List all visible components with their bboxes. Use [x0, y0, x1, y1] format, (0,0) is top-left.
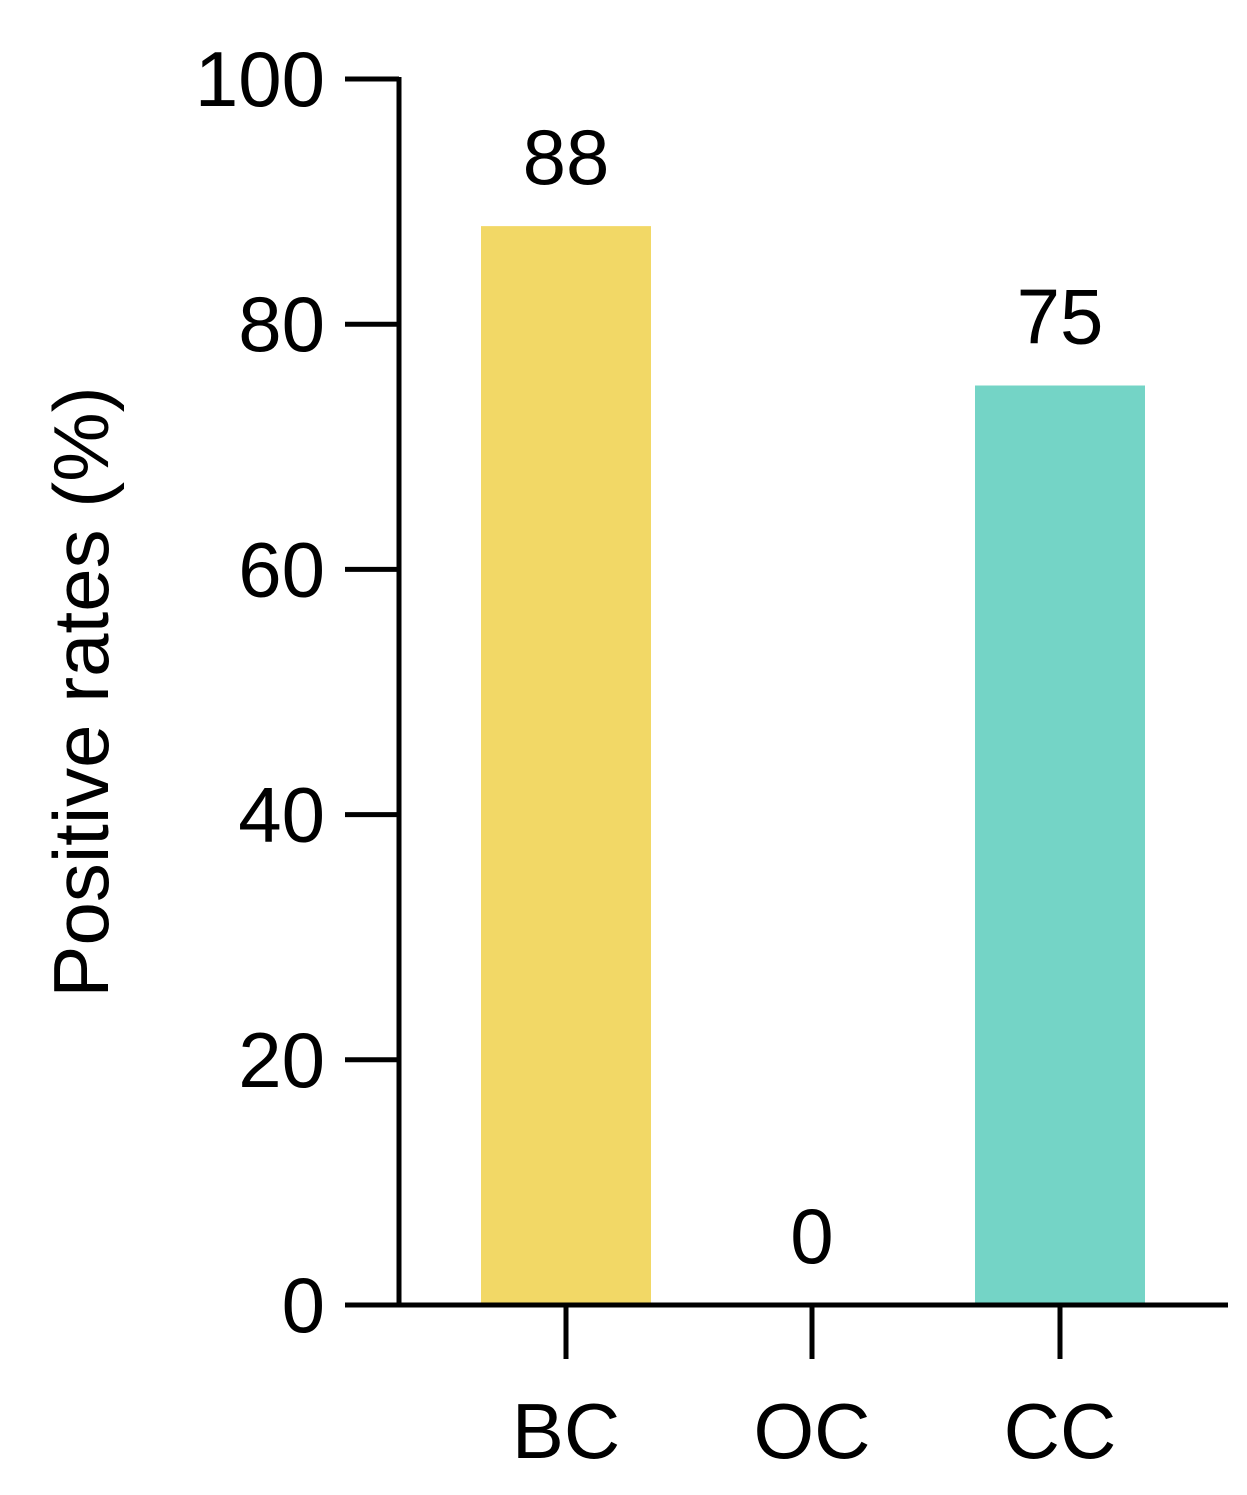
x-tick-label-cc: CC [1004, 1387, 1117, 1475]
data-label-bc: 88 [523, 113, 610, 201]
bars-group [481, 226, 1145, 1305]
y-tick-label-40: 40 [238, 771, 325, 859]
x-tick-label-oc: OC [754, 1387, 871, 1475]
y-axis: 0 20 40 60 80 100 [195, 35, 402, 1349]
y-tick-label-0: 0 [282, 1261, 325, 1349]
data-label-oc: 0 [790, 1192, 833, 1280]
y-axis-title: Positive rates (%) [37, 386, 125, 997]
y-tick-label-80: 80 [238, 280, 325, 368]
y-tick-label-100: 100 [195, 35, 325, 123]
bar-cc [975, 385, 1145, 1305]
y-tick-label-20: 20 [238, 1016, 325, 1104]
y-tick-label-60: 60 [238, 525, 325, 613]
x-axis: BC OC CC [345, 1302, 1228, 1475]
x-tick-label-bc: BC [512, 1387, 620, 1475]
data-labels-group: 88 0 75 [523, 113, 1104, 1280]
bar-bc [481, 226, 651, 1305]
data-label-cc: 75 [1017, 273, 1104, 361]
